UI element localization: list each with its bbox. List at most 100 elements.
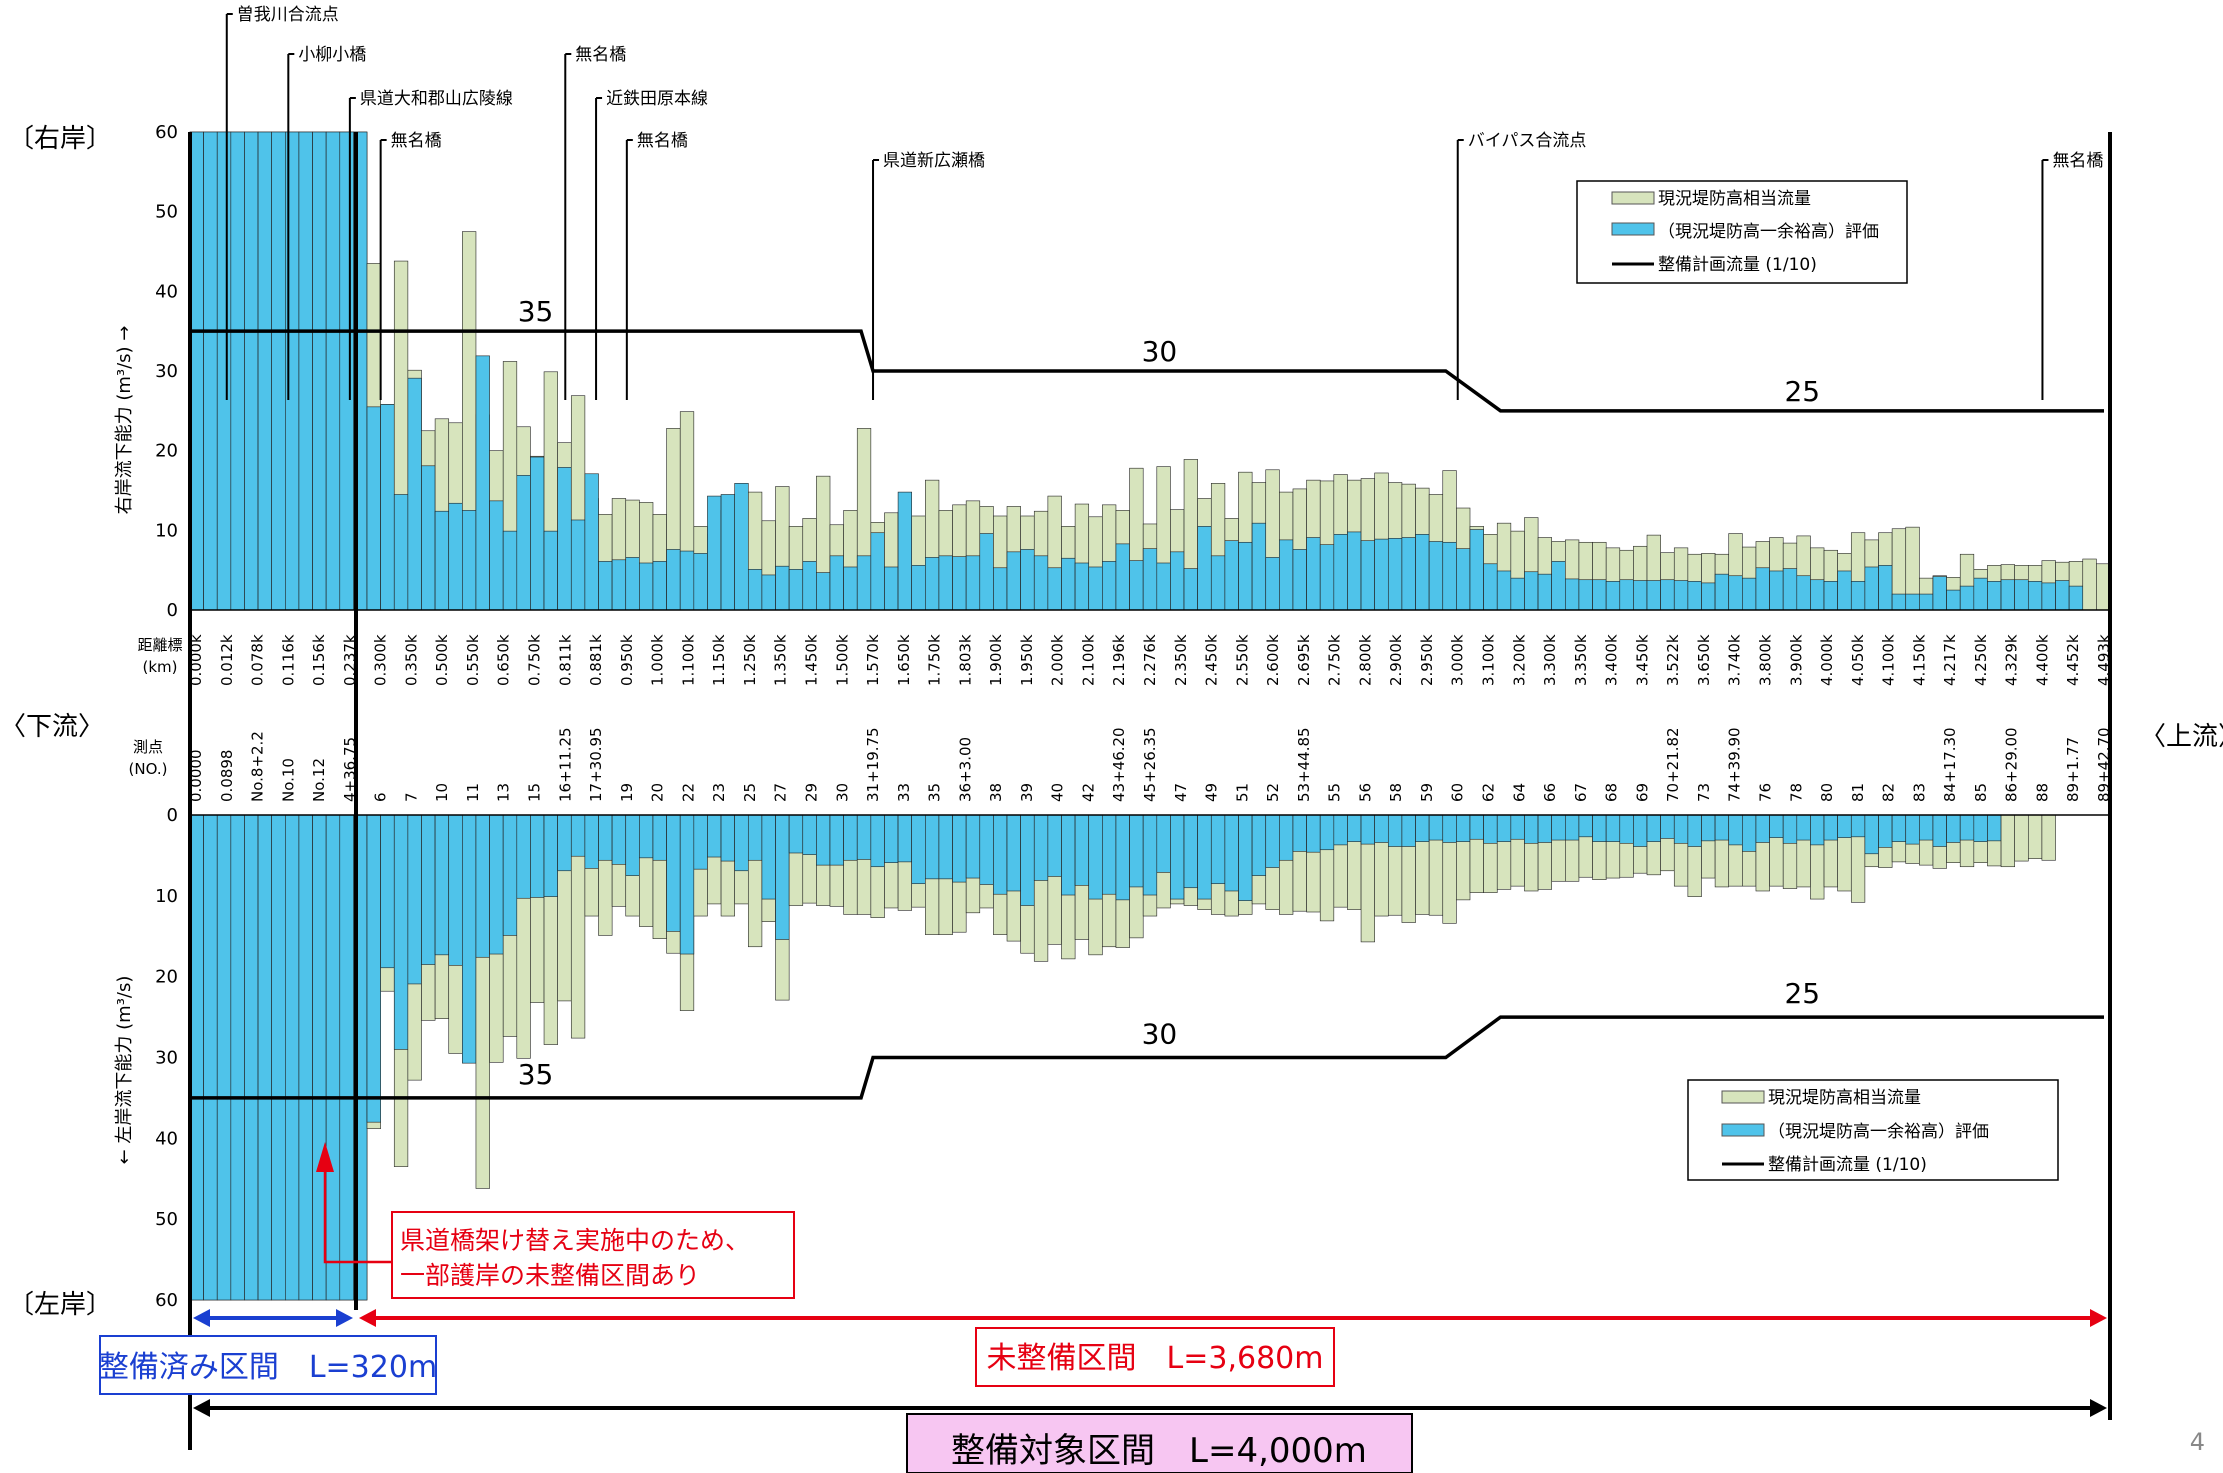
right-evaluation-bar	[1864, 566, 1879, 611]
distance-label: 3.300k	[1541, 634, 1559, 686]
right-evaluation-bar	[1183, 568, 1198, 611]
sokuten-unit: (NO.)	[129, 760, 168, 778]
sokuten-label: 47	[1172, 783, 1190, 802]
left-evaluation-bar	[1537, 814, 1553, 843]
left-evaluation-bar	[584, 814, 599, 869]
left-evaluation-bar	[1782, 814, 1798, 844]
left-y-tick: 20	[155, 967, 178, 988]
right-evaluation-bar	[1551, 561, 1566, 611]
right-evaluation-bar	[1687, 581, 1702, 611]
left-y-tick: 50	[155, 1209, 178, 1230]
left-evaluation-bar	[1850, 814, 1866, 838]
left-evaluation-bar	[1578, 814, 1593, 838]
sokuten-label: 29	[802, 783, 820, 802]
right-evaluation-bar	[652, 561, 667, 611]
right-evaluation-bar	[1061, 557, 1076, 611]
left-evaluation-bar	[1878, 814, 1893, 848]
sokuten-label: 19	[618, 783, 636, 802]
sokuten-label: 64	[1510, 783, 1528, 802]
distance-label: 3.800k	[1756, 634, 1774, 686]
right-evaluation-bar	[1769, 570, 1784, 611]
left-evaluation-bar	[993, 814, 1008, 895]
distance-label: 1.650k	[895, 634, 913, 686]
left-evaluation-bar	[1170, 814, 1185, 900]
left-evaluation-bar	[1755, 814, 1770, 843]
left-evaluation-bar	[1088, 814, 1103, 900]
sokuten-label: 83	[1910, 783, 1928, 802]
right-evaluation-bar	[1701, 582, 1716, 611]
left-existing-bar	[2027, 814, 2043, 859]
downstream-label: 〈下流〉	[0, 712, 104, 742]
distance-label: 4.100k	[1880, 634, 1898, 686]
left-evaluation-bar	[979, 814, 994, 885]
right-evaluation-bar	[1129, 560, 1144, 611]
right-evaluation-bar	[216, 131, 232, 611]
target-section-box	[906, 1413, 1413, 1473]
left-evaluation-bar	[421, 814, 436, 965]
left-evaluation-bar	[925, 814, 940, 880]
legend-plan-label: 整備計画流量 (1/10)	[1658, 255, 1817, 275]
left-existing-bar	[2041, 814, 2056, 861]
right-evaluation-bar	[325, 131, 341, 611]
distance-label: 4.150k	[1910, 634, 1928, 686]
sokuten-label: 74+39.90	[1726, 727, 1744, 802]
legend2-existing-swatch	[1721, 1090, 1765, 1104]
bridge-label: 近鉄田原本線	[606, 89, 708, 109]
distance-label: 2.350k	[1172, 634, 1190, 686]
distance-label: 4.400k	[2033, 634, 2051, 686]
right-evaluation-bar	[1088, 566, 1103, 611]
right-evaluation-bar	[1742, 577, 1757, 611]
left-y-tick: 0	[167, 805, 178, 826]
right-evaluation-bar	[1592, 579, 1607, 611]
right-evaluation-bar	[1755, 567, 1770, 611]
left-evaluation-bar	[1660, 814, 1675, 839]
left-evaluation-bar	[1129, 814, 1144, 888]
right-evaluation-bar	[1102, 561, 1117, 611]
left-evaluation-bar	[298, 814, 313, 1301]
right-evaluation-bar	[570, 519, 586, 611]
legend2-evaluation-label: （現況堤防高一余裕高）評価	[1768, 1122, 1989, 1142]
left-y-tick: 30	[155, 1048, 178, 1069]
distance-label: 4.250k	[1972, 634, 1990, 686]
left-evaluation-bar	[1987, 814, 2002, 842]
right-evaluation-bar	[1387, 537, 1403, 611]
bridge-label: 無名橋	[575, 45, 626, 65]
distance-label: 0.550k	[464, 634, 482, 686]
sokuten-label: 27	[772, 783, 790, 802]
note-line-1: 県道橋架け替え実施中のため、	[400, 1226, 750, 1255]
right-evaluation-bar	[1823, 581, 1838, 611]
left-plan-line-label: 25	[1784, 977, 1820, 1010]
left-evaluation-bar	[462, 814, 477, 1064]
right-evaluation-bar	[1442, 541, 1457, 611]
left-evaluation-bar	[1510, 814, 1525, 840]
left-evaluation-bar	[1469, 814, 1484, 840]
right-evaluation-bar	[1850, 581, 1866, 611]
distance-label: 0.350k	[402, 634, 420, 686]
bridge-label: 小柳小橋	[298, 45, 366, 65]
right-y-tick: 60	[155, 122, 178, 143]
left-evaluation-bar	[1946, 814, 1961, 843]
right-evaluation-bar	[421, 465, 436, 611]
right-evaluation-bar	[489, 500, 504, 611]
right-evaluation-bar	[1279, 539, 1294, 611]
left-evaluation-bar	[448, 814, 463, 966]
sokuten-label: 15	[526, 783, 544, 802]
left-evaluation-bar	[1279, 814, 1294, 861]
right-evaluation-bar	[1401, 537, 1416, 611]
left-evaluation-bar	[788, 814, 804, 854]
distance-label: 0.156k	[310, 634, 328, 686]
done-section-label: 整備済み区間 L=320m	[99, 1350, 437, 1385]
legend-bottom: 現況堤防高相当流量 （現況堤防高一余裕高）評価 整備計画流量 (1/10)	[1687, 1079, 2059, 1181]
left-plan-line-label: 30	[1142, 1018, 1178, 1051]
sokuten-label: 20	[649, 783, 667, 802]
todo-section-box	[975, 1327, 1335, 1387]
distance-label: 3.100k	[1480, 634, 1498, 686]
right-evaluation-bar	[1728, 575, 1743, 611]
right-evaluation-bar	[1033, 555, 1049, 611]
right-evaluation-bar	[1156, 562, 1171, 611]
left-evaluation-bar	[543, 814, 558, 897]
sokuten-label: 35	[926, 783, 944, 802]
right-evaluation-bar	[1660, 579, 1675, 611]
legend-existing-label: 現況堤防高相当流量	[1658, 189, 1811, 209]
distance-label: 2.600k	[1264, 634, 1282, 686]
